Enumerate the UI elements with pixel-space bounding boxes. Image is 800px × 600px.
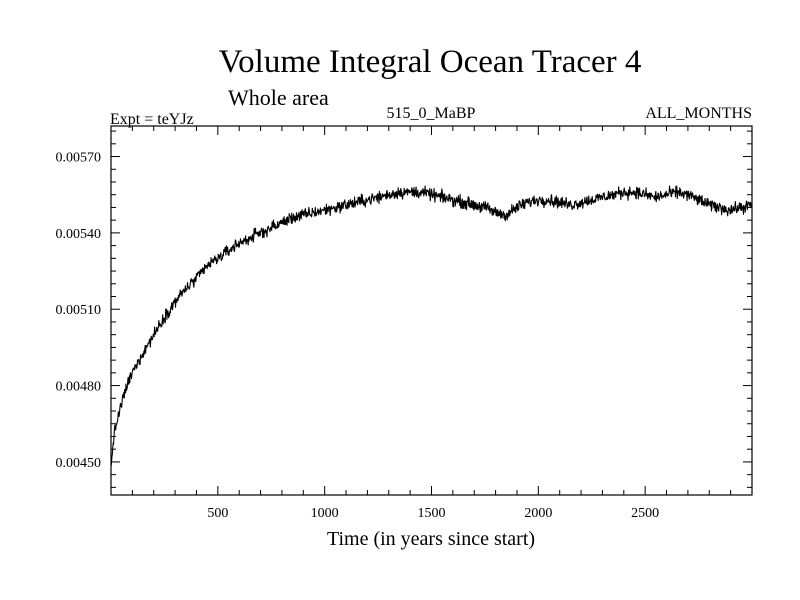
months-label: ALL_MONTHS [645, 105, 752, 122]
x-tick-label: 2500 [631, 506, 659, 521]
x-tick-label: 1500 [418, 506, 446, 521]
x-tick-label: 1000 [311, 506, 339, 521]
y-tick-label: 0.00570 [56, 151, 102, 166]
y-tick-label: 0.00450 [56, 456, 102, 471]
x-tick-label: 2000 [524, 506, 552, 521]
period-label: 515_0_MaBP [387, 105, 476, 122]
chart-figure: Volume Integral Ocean Tracer 4 Whole are… [0, 0, 800, 600]
y-tick-label: 0.00480 [56, 380, 102, 395]
chart-subtitle: Whole area [228, 85, 329, 110]
chart-title: Volume Integral Ocean Tracer 4 [219, 44, 642, 80]
chart-background [0, 0, 800, 600]
x-axis-label: Time (in years since start) [327, 528, 535, 550]
y-tick-label: 0.00540 [56, 227, 102, 242]
x-tick-label: 500 [207, 506, 228, 521]
y-tick-label: 0.00510 [56, 303, 102, 318]
